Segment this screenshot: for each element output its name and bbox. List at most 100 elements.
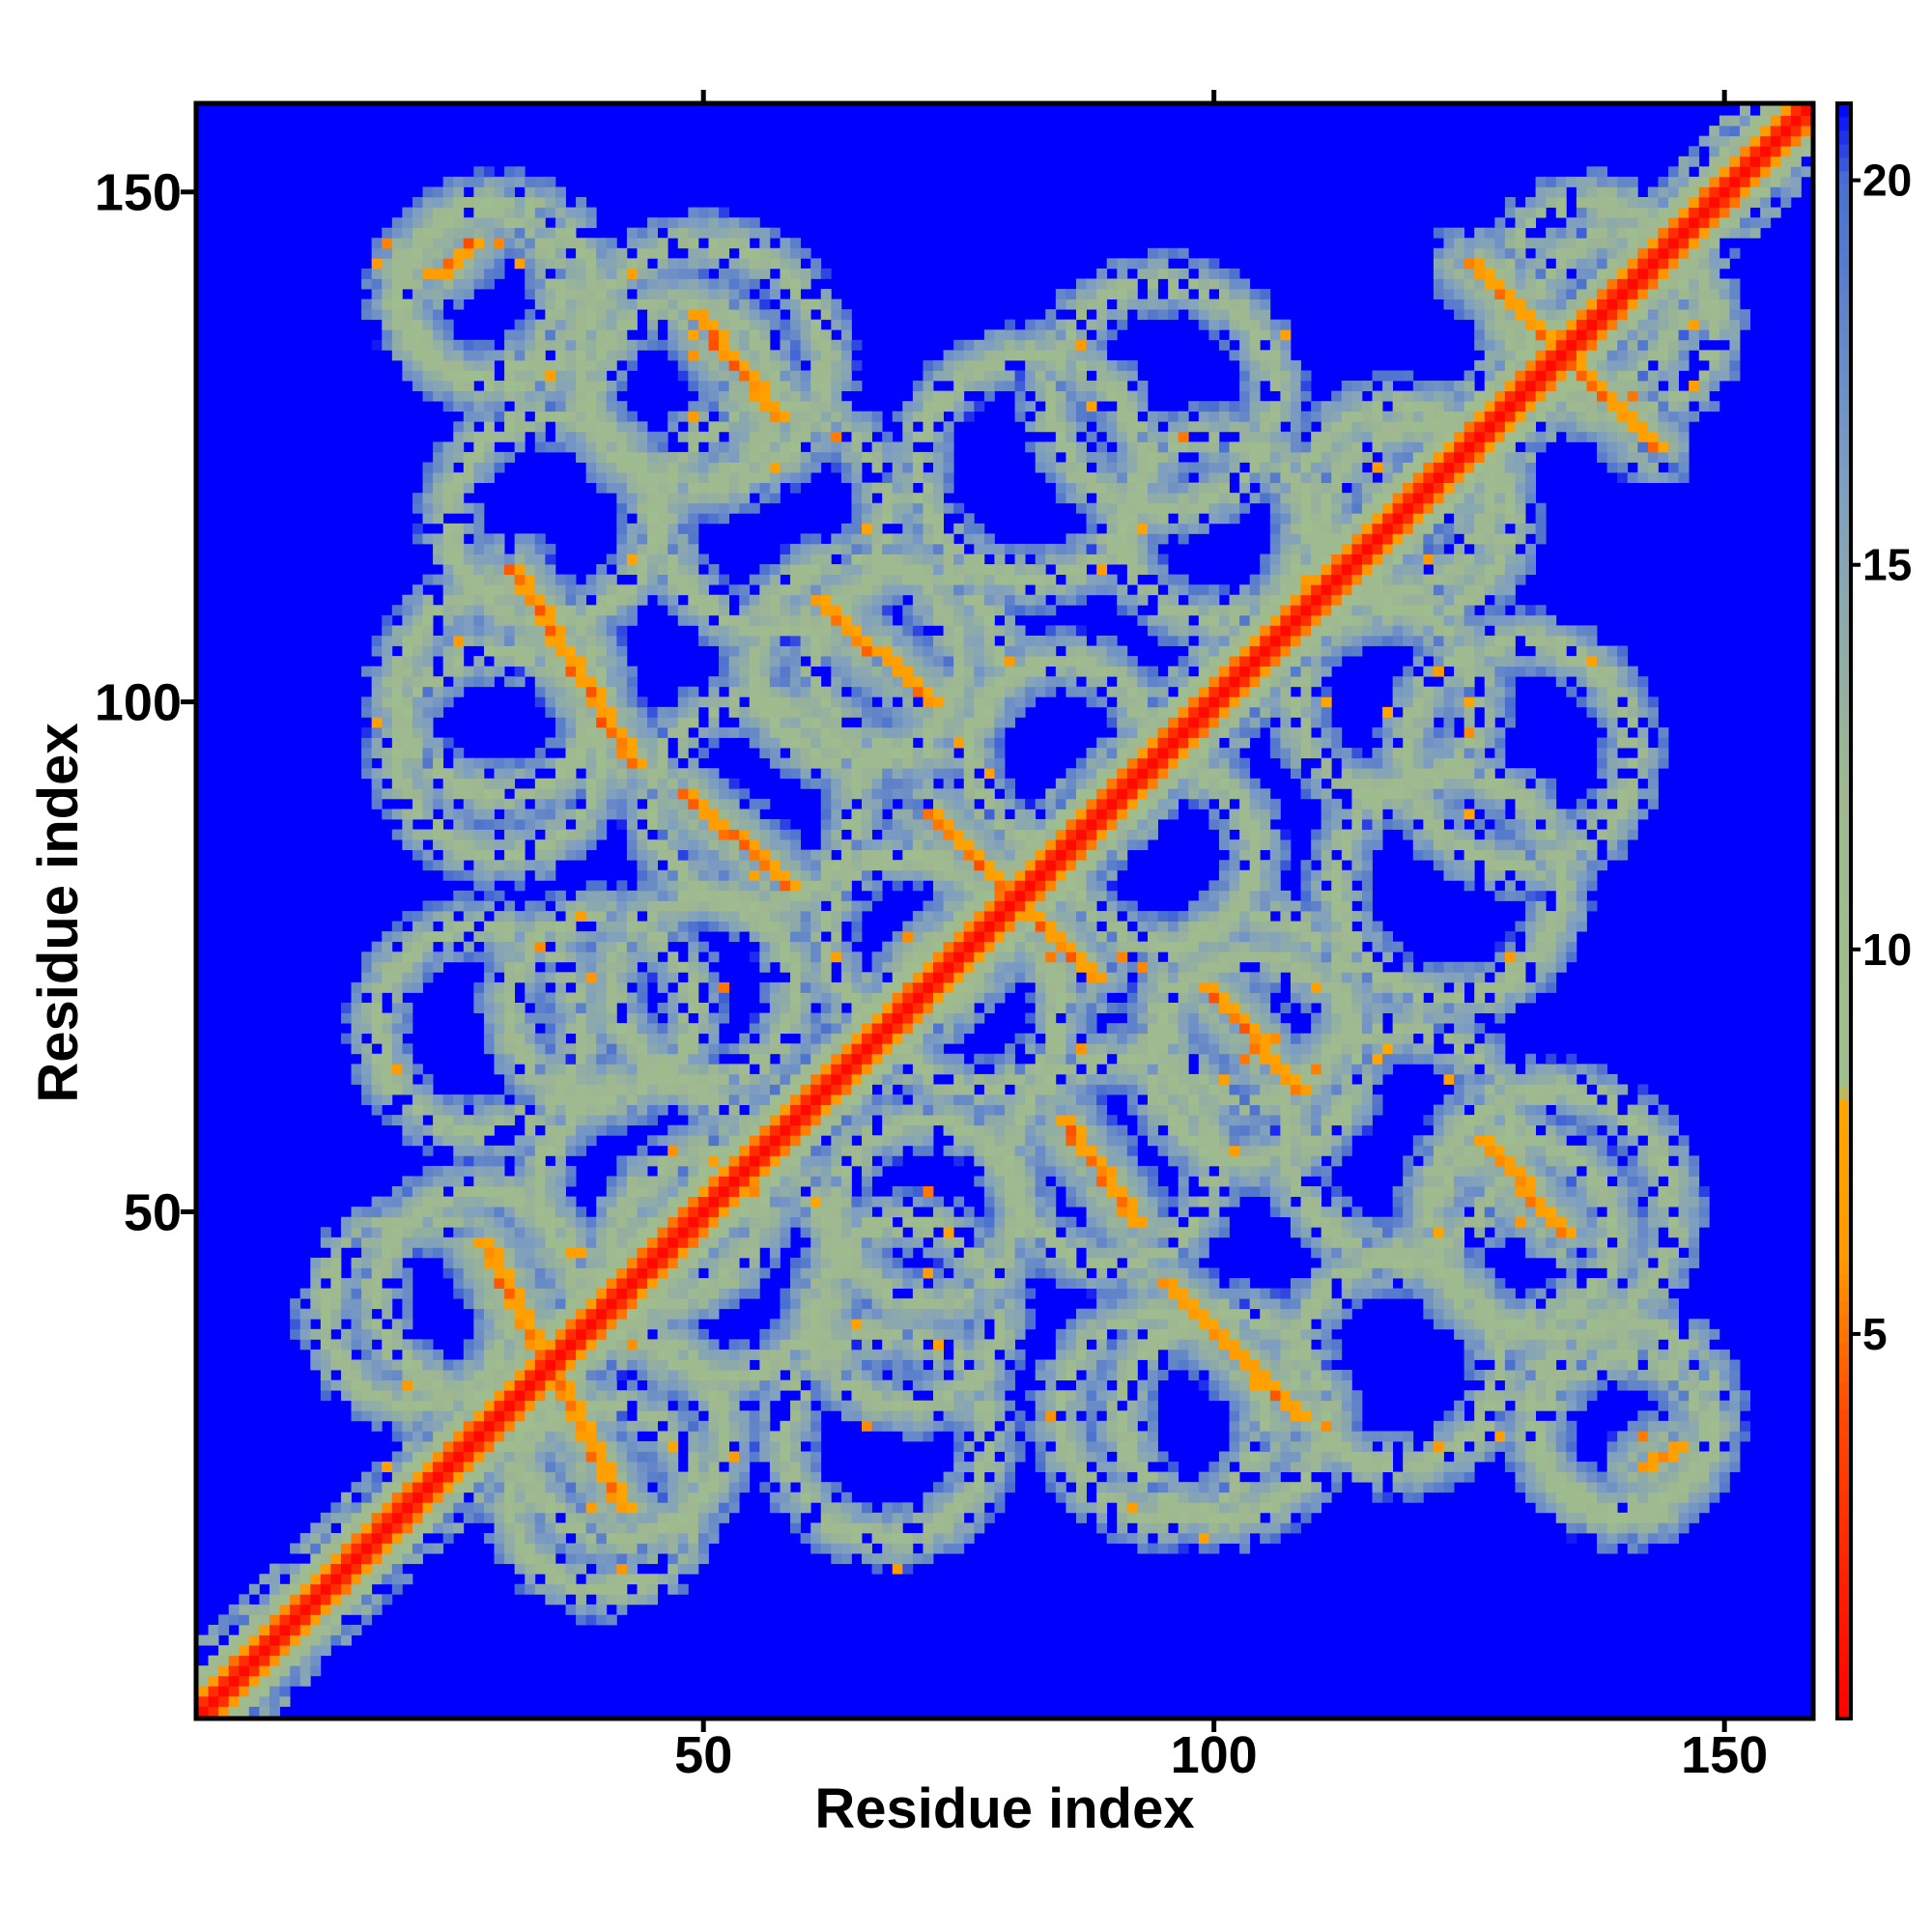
heatmap-cell — [534, 1073, 546, 1085]
heatmap-cell — [657, 1502, 668, 1514]
heatmap-cell — [749, 829, 760, 840]
heatmap-cell — [545, 1440, 556, 1452]
heatmap-cell — [810, 359, 822, 371]
heatmap-cell — [299, 1665, 311, 1677]
heatmap-cell — [422, 350, 434, 361]
heatmap-cell — [422, 849, 434, 861]
heatmap-cell — [668, 706, 679, 718]
heatmap-cell — [565, 798, 577, 810]
heatmap-cell — [697, 1431, 709, 1442]
heatmap-cell — [412, 1379, 423, 1391]
heatmap-cell — [739, 339, 751, 351]
heatmap-cell — [657, 217, 668, 229]
heatmap-cell — [708, 1339, 720, 1350]
heatmap-cell — [483, 869, 495, 881]
heatmap-cell — [616, 911, 628, 922]
heatmap-cell — [688, 1186, 699, 1197]
heatmap-cell — [790, 1431, 802, 1442]
heatmap-cell — [596, 411, 608, 422]
heatmap-cell — [473, 860, 485, 871]
heatmap-cell — [453, 1522, 465, 1534]
heatmap-cell — [494, 1451, 505, 1463]
heatmap-cell — [463, 1349, 474, 1360]
heatmap-cell — [596, 788, 608, 800]
heatmap-cell — [473, 543, 485, 554]
heatmap-cell — [626, 1563, 638, 1575]
heatmap-cell — [708, 981, 720, 993]
heatmap-cell — [371, 258, 383, 270]
heatmap-cell — [759, 911, 771, 922]
heatmap-cell — [596, 726, 608, 738]
heatmap-cell — [697, 1278, 709, 1290]
heatmap-cell — [412, 1512, 423, 1523]
heatmap-cell — [473, 278, 485, 290]
heatmap-cell — [759, 666, 771, 677]
heatmap-cell — [739, 1124, 751, 1136]
heatmap-cell — [514, 1370, 526, 1381]
heatmap-cell — [412, 1115, 423, 1126]
heatmap-cell — [554, 1594, 566, 1605]
heatmap-cell — [616, 737, 628, 749]
heatmap-cell — [351, 1236, 362, 1248]
heatmap-cell — [382, 768, 393, 780]
heatmap-cell — [442, 462, 454, 473]
heatmap-cell — [351, 1370, 362, 1381]
heatmap-cell — [504, 656, 516, 668]
heatmap-cell — [504, 1003, 516, 1013]
heatmap-cell — [677, 1186, 689, 1197]
heatmap-cell — [382, 748, 393, 759]
heatmap-cell — [585, 890, 597, 901]
heatmap-cell — [810, 451, 822, 463]
heatmap-cell — [790, 1073, 802, 1085]
heatmap-cell — [576, 1359, 587, 1371]
heatmap-cell — [545, 931, 556, 943]
heatmap-cell — [504, 1390, 516, 1402]
heatmap-cell — [626, 1288, 638, 1299]
heatmap-cell — [525, 258, 536, 270]
heatmap-cell — [412, 1482, 423, 1493]
heatmap-cell — [545, 359, 556, 371]
heatmap-cell — [545, 737, 556, 749]
heatmap-cell — [422, 737, 434, 749]
heatmap-cell — [351, 1308, 362, 1320]
heatmap-cell — [626, 1339, 638, 1350]
heatmap-cell — [402, 1135, 413, 1147]
heatmap-cell — [402, 1319, 413, 1330]
heatmap-cell — [688, 686, 699, 697]
heatmap-cell — [719, 421, 730, 433]
heatmap-cell — [780, 941, 791, 952]
heatmap-cell — [361, 757, 373, 769]
heatmap-cell — [708, 462, 720, 473]
heatmap-cell — [769, 309, 781, 321]
heatmap-cell — [657, 1267, 668, 1279]
heatmap-cell — [442, 1124, 454, 1136]
heatmap-cell — [554, 258, 566, 270]
heatmap-cell — [576, 441, 587, 453]
heatmap-cell — [606, 1084, 617, 1095]
heatmap-cell — [402, 1186, 413, 1197]
heatmap-cell — [810, 329, 822, 341]
heatmap-cell — [708, 911, 720, 922]
heatmap-cell — [391, 625, 403, 637]
heatmap-cell — [483, 798, 495, 810]
heatmap-cell — [453, 227, 465, 239]
heatmap-cell — [677, 564, 689, 576]
heatmap-cell — [442, 931, 454, 943]
heatmap-cell — [554, 809, 566, 820]
heatmap-cell — [800, 1532, 811, 1544]
heatmap-cell — [576, 717, 587, 728]
heatmap-cell — [514, 1207, 526, 1218]
heatmap-cell — [545, 1003, 556, 1013]
heatmap-cell — [800, 696, 811, 708]
heatmap-cell — [616, 1583, 628, 1595]
heatmap-cell — [545, 1196, 556, 1208]
heatmap-cell — [800, 533, 811, 545]
heatmap-cell — [626, 350, 638, 361]
heatmap-cell — [534, 1267, 546, 1279]
heatmap-cell — [657, 1492, 668, 1503]
heatmap-cell — [433, 1196, 444, 1208]
heatmap-cell — [790, 1379, 802, 1391]
heatmap-cell — [514, 911, 526, 922]
heatmap-cell — [330, 1512, 342, 1523]
heatmap-cell — [504, 768, 516, 780]
